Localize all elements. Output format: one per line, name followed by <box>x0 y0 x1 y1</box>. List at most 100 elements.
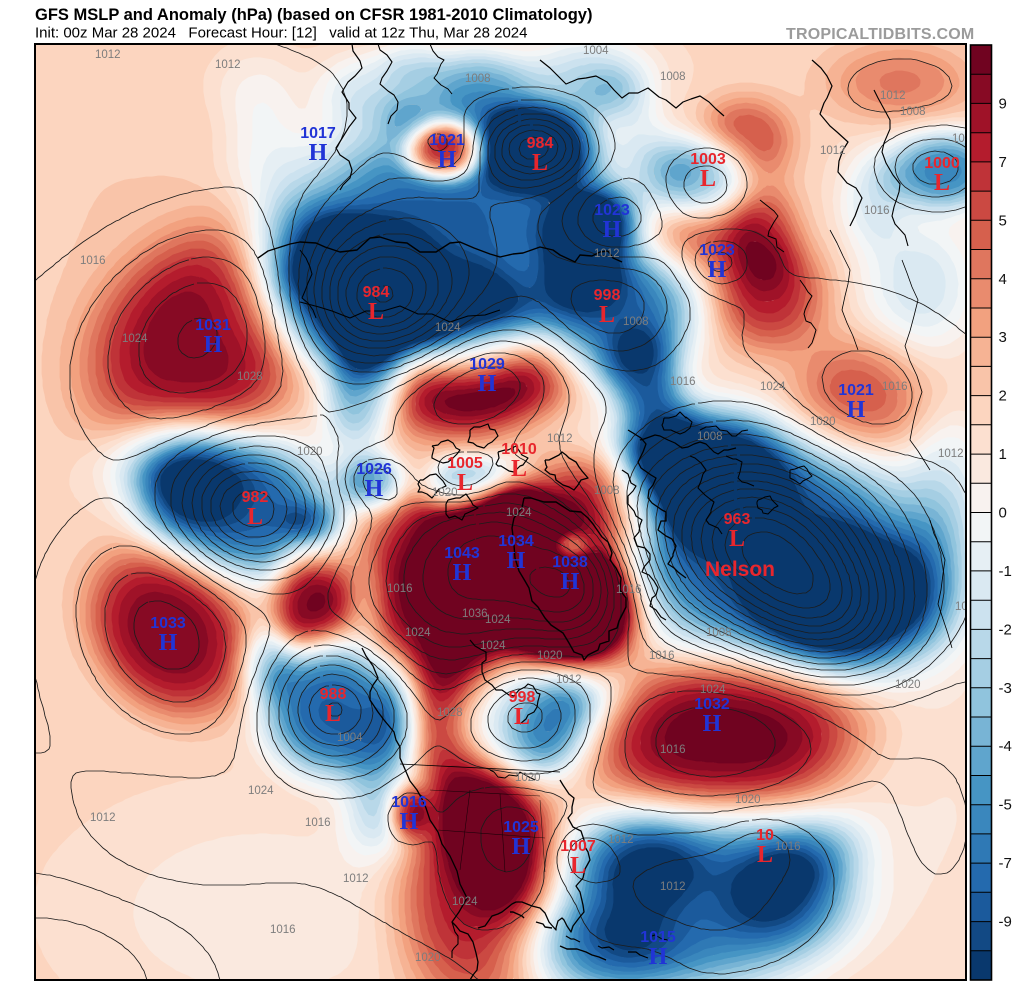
svg-text:10: 10 <box>756 827 774 844</box>
svg-text:1021: 1021 <box>838 382 874 399</box>
svg-text:H: H <box>561 569 580 595</box>
svg-text:1016: 1016 <box>80 255 106 267</box>
svg-text:L: L <box>514 704 530 730</box>
svg-text:1016: 1016 <box>955 601 981 613</box>
svg-text:998: 998 <box>594 287 621 304</box>
svg-text:L: L <box>457 470 473 496</box>
svg-text:1016: 1016 <box>649 650 675 662</box>
svg-text:1031: 1031 <box>195 317 231 334</box>
svg-text:1016: 1016 <box>775 841 801 853</box>
svg-text:L: L <box>700 166 716 192</box>
svg-text:H: H <box>478 371 497 397</box>
svg-text:2: 2 <box>999 388 1007 405</box>
svg-text:H: H <box>159 630 178 656</box>
svg-text:1012: 1012 <box>820 145 846 157</box>
svg-text:4: 4 <box>999 271 1007 288</box>
svg-text:1012: 1012 <box>547 433 573 445</box>
svg-text:1016: 1016 <box>387 583 413 595</box>
svg-text:H: H <box>512 834 531 860</box>
svg-text:3: 3 <box>999 329 1007 346</box>
svg-text:1012: 1012 <box>880 90 906 102</box>
svg-text:1028: 1028 <box>437 707 463 719</box>
svg-text:963: 963 <box>724 511 751 528</box>
svg-text:L: L <box>511 456 527 482</box>
svg-text:L: L <box>570 853 586 879</box>
svg-text:1004: 1004 <box>337 732 363 744</box>
svg-text:H: H <box>438 147 457 173</box>
svg-text:1021: 1021 <box>429 132 465 149</box>
svg-text:1038: 1038 <box>552 554 588 571</box>
svg-text:1024: 1024 <box>405 627 431 639</box>
svg-text:1043: 1043 <box>444 545 480 562</box>
svg-text:988: 988 <box>320 686 347 703</box>
svg-text:L: L <box>934 170 950 196</box>
svg-text:1012: 1012 <box>215 59 241 71</box>
svg-text:1012: 1012 <box>594 248 620 260</box>
svg-text:1010: 1010 <box>501 441 537 458</box>
svg-text:1023: 1023 <box>594 202 630 219</box>
svg-text:984: 984 <box>527 135 554 152</box>
svg-text:1024: 1024 <box>435 322 461 334</box>
svg-text:1016: 1016 <box>670 376 696 388</box>
svg-text:1012: 1012 <box>95 49 121 61</box>
svg-text:1012: 1012 <box>938 448 964 460</box>
svg-text:1020: 1020 <box>810 416 836 428</box>
svg-text:1033: 1033 <box>150 615 186 632</box>
svg-text:1004: 1004 <box>583 45 609 57</box>
svg-text:1008: 1008 <box>623 316 649 328</box>
svg-text:1016: 1016 <box>616 584 642 596</box>
svg-text:Init: 00z Mar 28 2024 Foreca: Init: 00z Mar 28 2024 Forecast Hour: [12… <box>35 25 528 42</box>
svg-text:1032: 1032 <box>694 696 730 713</box>
svg-text:-4: -4 <box>999 738 1012 755</box>
svg-text:1024: 1024 <box>506 507 532 519</box>
svg-text:1008: 1008 <box>697 431 723 443</box>
svg-text:1024: 1024 <box>760 381 786 393</box>
svg-text:1012: 1012 <box>90 812 116 824</box>
svg-text:H: H <box>507 548 526 574</box>
svg-text:1034: 1034 <box>498 533 534 550</box>
svg-text:1020: 1020 <box>432 487 458 499</box>
svg-text:H: H <box>365 476 384 502</box>
svg-text:-7: -7 <box>999 855 1012 872</box>
svg-text:9: 9 <box>999 95 1007 112</box>
svg-text:H: H <box>708 257 727 283</box>
svg-text:1016: 1016 <box>952 133 978 145</box>
svg-text:5: 5 <box>999 212 1007 229</box>
svg-text:1023: 1023 <box>699 242 735 259</box>
svg-text:1024: 1024 <box>452 896 478 908</box>
svg-text:1: 1 <box>999 446 1007 463</box>
svg-text:-3: -3 <box>999 680 1012 697</box>
svg-text:L: L <box>368 299 384 325</box>
svg-text:L: L <box>729 526 745 552</box>
svg-text:1008: 1008 <box>660 71 686 83</box>
svg-text:0: 0 <box>999 505 1007 522</box>
svg-text:1003: 1003 <box>690 151 726 168</box>
svg-text:1025: 1025 <box>503 819 539 836</box>
svg-text:982: 982 <box>242 489 269 506</box>
svg-text:1016: 1016 <box>882 381 908 393</box>
svg-text:1016: 1016 <box>391 794 427 811</box>
svg-text:L: L <box>757 842 773 868</box>
svg-text:1029: 1029 <box>469 356 505 373</box>
svg-text:H: H <box>649 944 668 970</box>
svg-text:1020: 1020 <box>537 650 563 662</box>
svg-text:1026: 1026 <box>356 461 392 478</box>
svg-text:1016: 1016 <box>864 205 890 217</box>
svg-text:1005: 1005 <box>447 455 483 472</box>
svg-text:-9: -9 <box>999 914 1012 931</box>
svg-text:1017: 1017 <box>300 125 336 142</box>
svg-text:L: L <box>532 150 548 176</box>
svg-text:TROPICALTIDBITS.COM: TROPICALTIDBITS.COM <box>786 26 974 43</box>
svg-text:H: H <box>309 140 328 166</box>
svg-text:-1: -1 <box>999 563 1012 580</box>
svg-text:998: 998 <box>509 689 536 706</box>
svg-text:H: H <box>400 809 419 835</box>
svg-text:H: H <box>603 217 622 243</box>
svg-text:H: H <box>703 711 722 737</box>
svg-text:1024: 1024 <box>480 640 506 652</box>
svg-text:1016: 1016 <box>270 924 296 936</box>
svg-text:1036: 1036 <box>462 608 488 620</box>
svg-text:7: 7 <box>999 154 1007 171</box>
svg-text:H: H <box>847 397 866 423</box>
svg-text:1020: 1020 <box>515 772 541 784</box>
